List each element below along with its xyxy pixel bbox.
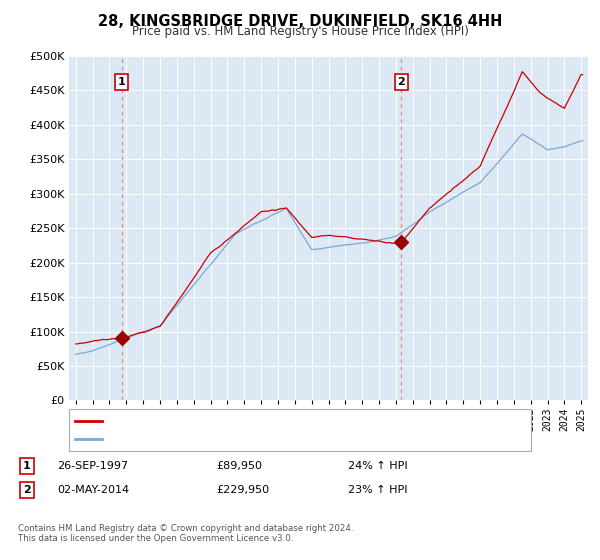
Text: Contains HM Land Registry data © Crown copyright and database right 2024.
This d: Contains HM Land Registry data © Crown c… — [18, 524, 353, 543]
Point — [397, 237, 406, 246]
Text: 1: 1 — [23, 461, 31, 471]
Text: 02-MAY-2014: 02-MAY-2014 — [57, 485, 129, 495]
Text: 28, KINGSBRIDGE DRIVE, DUKINFIELD, SK16 4HH: 28, KINGSBRIDGE DRIVE, DUKINFIELD, SK16 … — [98, 14, 502, 29]
Point — [117, 334, 127, 343]
Text: 24% ↑ HPI: 24% ↑ HPI — [348, 461, 407, 471]
Text: HPI: Average price, detached house, Tameside: HPI: Average price, detached house, Tame… — [108, 434, 350, 444]
Text: £89,950: £89,950 — [216, 461, 262, 471]
Text: £229,950: £229,950 — [216, 485, 269, 495]
Text: 2: 2 — [23, 485, 31, 495]
Text: 28, KINGSBRIDGE DRIVE, DUKINFIELD, SK16 4HH (detached house): 28, KINGSBRIDGE DRIVE, DUKINFIELD, SK16 … — [108, 416, 457, 426]
Text: Price paid vs. HM Land Registry's House Price Index (HPI): Price paid vs. HM Land Registry's House … — [131, 25, 469, 38]
Text: 26-SEP-1997: 26-SEP-1997 — [57, 461, 128, 471]
Text: 1: 1 — [118, 77, 125, 87]
Text: 2: 2 — [398, 77, 406, 87]
Text: 23% ↑ HPI: 23% ↑ HPI — [348, 485, 407, 495]
